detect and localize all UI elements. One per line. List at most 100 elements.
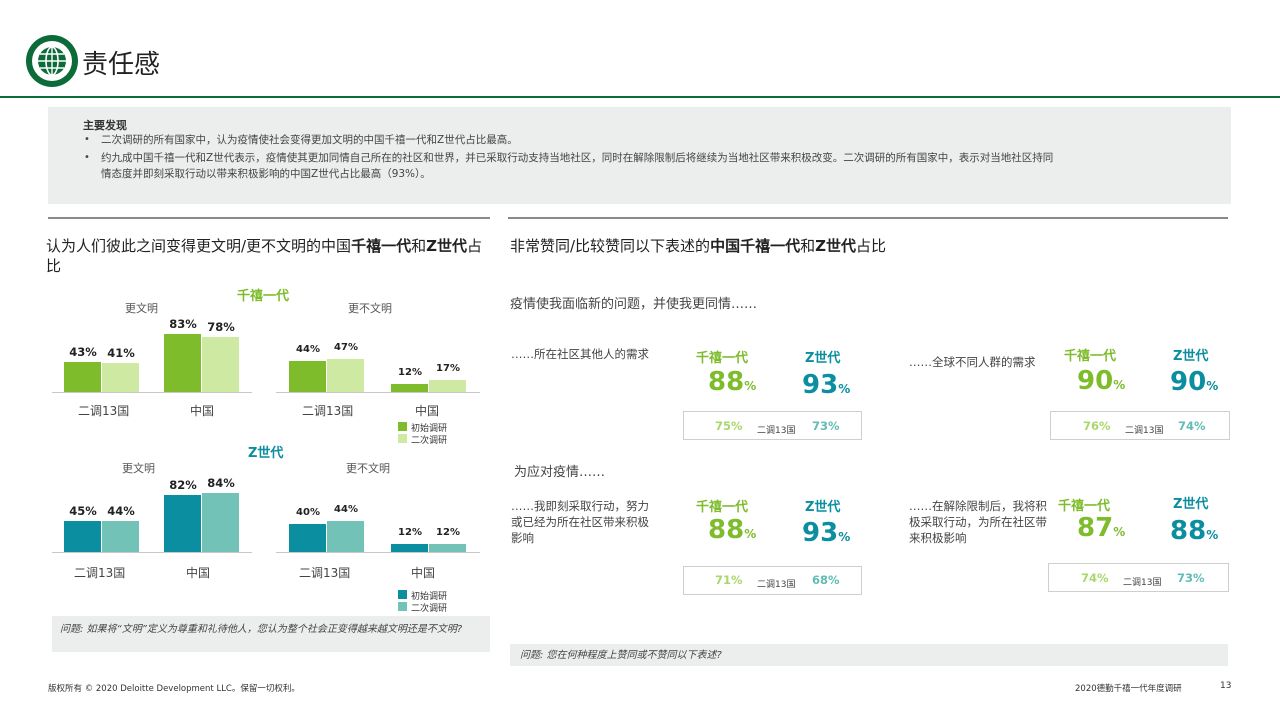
chart-axis	[52, 392, 252, 393]
bar-value-label: 44%	[334, 504, 358, 516]
bullet-dot: •	[84, 152, 90, 163]
bar-value-label: 40%	[296, 507, 320, 518]
genz-label: Z世代	[1173, 349, 1209, 364]
legend-swatch-second	[398, 434, 407, 443]
genz-more-cat-2: 中国	[186, 566, 211, 580]
mill-col-less: 更不文明	[348, 302, 392, 315]
legend-swatch-second-genz	[398, 602, 407, 611]
mill-label: 千禧一代	[696, 351, 749, 366]
globe-icon	[38, 46, 66, 76]
bullet-dot: •	[84, 134, 90, 145]
right-question: 问题: 您在何种程度上赞同或不赞同以下表述?	[520, 650, 722, 661]
genz-less-civil-chart: 40% 44% 12% 12%	[276, 470, 480, 553]
mill-value-2: 90%	[1077, 366, 1126, 396]
mill-more-cat-1: 二调13国	[78, 404, 130, 418]
globe-logo	[26, 35, 78, 87]
section1-heading: 疫情使我面临新的问题，并使我更同情……	[510, 297, 758, 312]
genz-label: Z世代	[805, 351, 841, 366]
bar	[64, 520, 101, 552]
statement-3: ……我即刻采取行动，努力或已经为所在社区带来积极影响	[511, 499, 649, 545]
statement-1: ……所在社区其他人的需求	[511, 347, 649, 361]
cmp-genz-4: 73%	[1177, 571, 1205, 585]
bar	[429, 543, 466, 552]
bar	[202, 493, 239, 552]
statement-4: ……在解除限制后，我将积极采取行动，为所在社区带来积极影响	[909, 499, 1047, 545]
bar-value-label: 84%	[207, 476, 235, 491]
mill-value-4: 87%	[1077, 513, 1126, 543]
cmp-label-4: 二调13国	[1123, 578, 1162, 588]
left-section-rule	[48, 217, 490, 219]
left-question-box	[52, 616, 490, 652]
genz-less-cat-2: 中国	[411, 566, 436, 580]
cmp-genz-3: 68%	[812, 573, 840, 587]
genz-value-3: 93%	[802, 518, 851, 548]
mill-more-civil-chart: 43% 41% 83% 78%	[52, 310, 252, 393]
chart-axis	[276, 552, 480, 553]
genz-value-4: 88%	[1170, 516, 1219, 546]
title-divider	[0, 96, 1280, 98]
cmp-mill-2: 76%	[1083, 419, 1111, 433]
genz-group-heading: Z世代	[248, 446, 284, 461]
finding-1: 二次调研的所有国家中，认为疫情使社会变得更加文明的中国千禧一代和Z世代占比最高。	[101, 134, 518, 146]
legend-initial: 初始调研	[411, 424, 448, 434]
bar-value-label: 44%	[296, 344, 320, 356]
comparison-box-2	[1050, 411, 1230, 440]
report-name: 2020德勤千禧一代年度调研	[1075, 684, 1182, 694]
comparison-box-3	[683, 566, 862, 595]
mill-less-cat-1: 二调13国	[302, 404, 354, 418]
bar	[164, 494, 201, 552]
mill-less-cat-2: 中国	[415, 404, 440, 418]
comparison-box-1	[683, 411, 862, 440]
bar-value-label: 12%	[436, 526, 460, 538]
legend-swatch-initial	[398, 422, 407, 431]
bar	[102, 521, 139, 552]
cmp-mill-3: 71%	[715, 573, 743, 587]
bar	[327, 521, 364, 552]
bar	[289, 361, 326, 392]
bar	[102, 363, 139, 392]
mill-value-1: 88%	[708, 367, 757, 397]
bar-value-label: 78%	[207, 320, 235, 335]
comparison-box-4	[1048, 563, 1229, 592]
bar	[391, 543, 428, 552]
mill-value-3: 88%	[708, 515, 757, 545]
genz-value-2: 90%	[1170, 367, 1219, 397]
left-question: 问题: 如果将“文明”定义为尊重和礼待他人，您认为整个社会正变得越来越文明还是不…	[60, 624, 463, 635]
cmp-mill-4: 74%	[1081, 571, 1109, 585]
page-title: 责任感	[82, 50, 161, 80]
bar-value-label: 47%	[334, 342, 358, 354]
genz-col-more: 更文明	[122, 462, 155, 475]
cmp-mill-1: 75%	[715, 419, 743, 433]
genz-col-less: 更不文明	[346, 462, 390, 475]
copyright: 版权所有 © 2020 Deloitte Development LLC。保留一…	[48, 684, 300, 694]
bar	[429, 380, 466, 392]
genz-more-civil-chart: 45% 44% 82% 84%	[52, 470, 252, 553]
bar	[164, 333, 201, 392]
genz-more-cat-1: 二调13国	[74, 566, 126, 580]
bar	[289, 524, 326, 552]
genz-label: Z世代	[805, 500, 841, 515]
cmp-genz-2: 74%	[1178, 419, 1206, 433]
chart-axis	[276, 392, 480, 393]
legend-second-genz: 二次调研	[411, 604, 448, 614]
bar-value-label: 45%	[69, 503, 97, 518]
bar-value-label: 83%	[169, 316, 197, 331]
bar-value-label: 12%	[398, 526, 422, 538]
statement-2: ……全球不同人群的需求	[909, 355, 1036, 369]
legend-swatch-initial-genz	[398, 590, 407, 599]
cmp-label-3: 二调13国	[757, 580, 796, 590]
right-section-rule	[508, 217, 1228, 219]
legend-second: 二次调研	[411, 436, 448, 446]
mill-col-more: 更文明	[125, 302, 158, 315]
key-findings-heading: 主要发现	[83, 119, 127, 132]
bar-value-label: 12%	[398, 366, 422, 378]
bar	[391, 383, 428, 392]
page-number: 13	[1220, 681, 1232, 691]
finding-2-continued: 情态度并即刻采取行动以带来积极影响的中国Z世代占比最高（93%）。	[101, 168, 431, 180]
chart-axis	[52, 552, 252, 553]
mill-more-cat-2: 中国	[190, 404, 215, 418]
right-section-title: 非常赞同/比较赞同以下表述的中国千禧一代和Z世代占比	[510, 237, 886, 255]
mill-label: 千禧一代	[696, 500, 749, 515]
finding-2: 约九成中国千禧一代和Z世代表示，疫情使其更加同情自己所在的社区和世界，并已采取行…	[101, 152, 1054, 164]
left-section-title: 认为人们彼此之间变得更文明/更不文明的中国千禧一代和Z世代占比	[46, 237, 482, 275]
